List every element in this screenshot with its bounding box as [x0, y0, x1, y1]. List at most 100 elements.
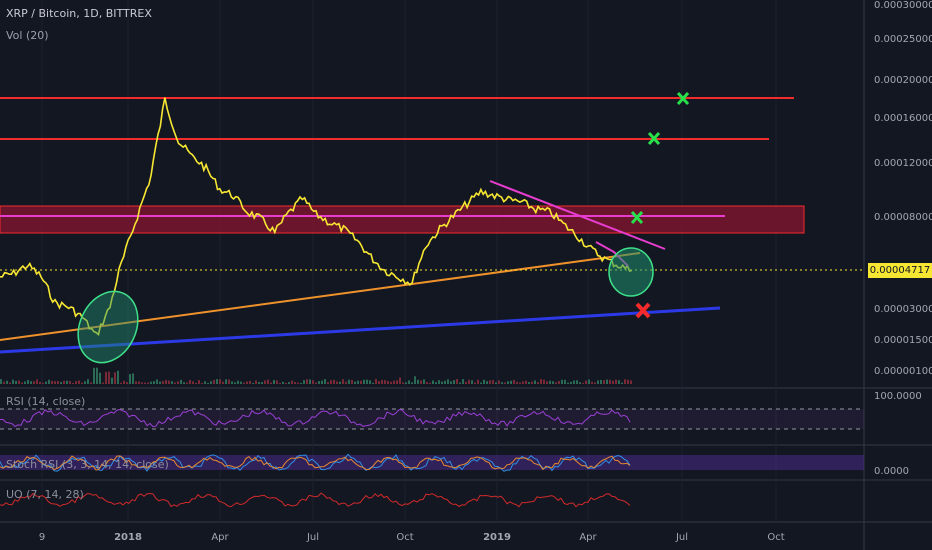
buy-marker-1[interactable] — [676, 91, 690, 106]
volume-bar — [375, 379, 377, 384]
volume-bar — [162, 381, 164, 384]
stoch-label: Stoch RSI (3, 3, 14, 14, close) — [6, 458, 169, 471]
volume-bar — [561, 379, 563, 384]
volume-bar — [567, 382, 569, 384]
volume-bar — [156, 379, 158, 384]
volume-bar — [9, 382, 11, 384]
volume-bar — [453, 380, 455, 384]
volume-bar — [231, 381, 233, 384]
volume-bar — [150, 381, 152, 384]
volume-bar — [540, 379, 542, 384]
volume-bar — [387, 381, 389, 384]
volume-bar — [57, 381, 59, 384]
volume-bar — [201, 382, 203, 384]
volume-bar — [90, 382, 92, 384]
volume-bar — [105, 371, 107, 384]
volume-bar — [462, 379, 464, 384]
highlight-ellipse-right[interactable] — [608, 247, 654, 297]
volume-bar — [615, 379, 617, 384]
volume-bar — [618, 380, 620, 384]
volume-bar — [327, 382, 329, 384]
volume-bar — [492, 380, 494, 384]
volume-bar — [189, 379, 191, 384]
x-tick-label: Apr — [211, 532, 229, 543]
volume-bar — [255, 380, 257, 384]
y-axis-ticks: 0.00030000 0.00025000 0.00020000 0.00016… — [874, 0, 932, 477]
sell-marker[interactable] — [635, 302, 651, 319]
volume-bar — [630, 380, 632, 384]
volume-bar — [432, 380, 434, 384]
volume-bar — [33, 381, 35, 384]
y-tick-label: 0.00003000 — [874, 304, 932, 315]
volume-bar — [621, 382, 623, 384]
volume-bar — [426, 382, 428, 384]
volume-bar — [474, 382, 476, 384]
volume-bar — [81, 382, 83, 384]
volume-bar — [360, 380, 362, 384]
volume-bar — [363, 379, 365, 384]
volume-bar — [546, 381, 548, 384]
volume-bar — [405, 382, 407, 384]
volume-bar — [237, 380, 239, 384]
volume-bar — [99, 372, 101, 384]
buy-marker-2[interactable] — [647, 131, 661, 146]
volume-bar — [186, 382, 188, 384]
resistance-zone[interactable] — [0, 205, 805, 234]
current-price-tag: 0.00004717 — [868, 263, 932, 278]
volume-bar — [597, 380, 599, 384]
volume-bar — [447, 379, 449, 384]
x-tick-label: Oct — [767, 532, 784, 543]
volume-bar — [495, 382, 497, 384]
volume-bar — [450, 381, 452, 384]
volume-bar — [345, 381, 347, 384]
magenta-trendline[interactable] — [489, 180, 666, 250]
volume-bar — [60, 382, 62, 384]
y-tick-label: 0.00001500 — [874, 335, 932, 346]
volume-bar — [213, 379, 215, 384]
volume-bar — [153, 381, 155, 384]
volume-bar — [351, 379, 353, 384]
volume-bar — [558, 380, 560, 384]
volume-bar — [390, 381, 392, 384]
volume-bar — [588, 379, 590, 384]
volume-bar — [108, 371, 110, 384]
volume-bar — [102, 382, 104, 384]
volume-bar — [276, 380, 278, 384]
volume-bar — [144, 382, 146, 384]
volume-bar — [609, 379, 611, 384]
uo-line[interactable] — [0, 492, 631, 508]
volume-bar — [510, 380, 512, 384]
volume-bar — [384, 380, 386, 384]
stoch-d-line[interactable] — [0, 455, 631, 471]
volume-bar — [246, 381, 248, 384]
volume-bar — [72, 382, 74, 384]
volume-bar — [42, 382, 44, 384]
highlight-ellipse-left[interactable] — [67, 282, 149, 373]
volume-bar — [15, 380, 17, 384]
volume-bar — [132, 373, 134, 384]
volume-bar — [396, 380, 398, 384]
volume-bar — [582, 382, 584, 384]
volume-bar — [543, 379, 545, 384]
volume-bar — [531, 381, 533, 384]
rsi-line[interactable] — [0, 408, 631, 428]
volume-bar — [624, 379, 626, 384]
volume-bar — [564, 379, 566, 384]
volume-bar — [204, 381, 206, 384]
price-series-line[interactable] — [0, 97, 633, 336]
volume-bar — [96, 367, 98, 384]
y-tick-label: 0.00020000 — [874, 75, 932, 86]
blue-trendline[interactable] — [0, 306, 721, 354]
orange-trendline[interactable] — [0, 252, 641, 341]
volume-bar — [120, 382, 122, 384]
volume-bar — [504, 382, 506, 384]
volume-bar — [303, 380, 305, 384]
volume-bar — [444, 380, 446, 384]
volume-bar — [21, 382, 23, 384]
volume-bar — [207, 382, 209, 384]
volume-bar — [381, 379, 383, 384]
volume-bar — [402, 382, 404, 384]
buy-marker-3[interactable] — [630, 210, 644, 225]
volume-bar — [408, 380, 410, 384]
